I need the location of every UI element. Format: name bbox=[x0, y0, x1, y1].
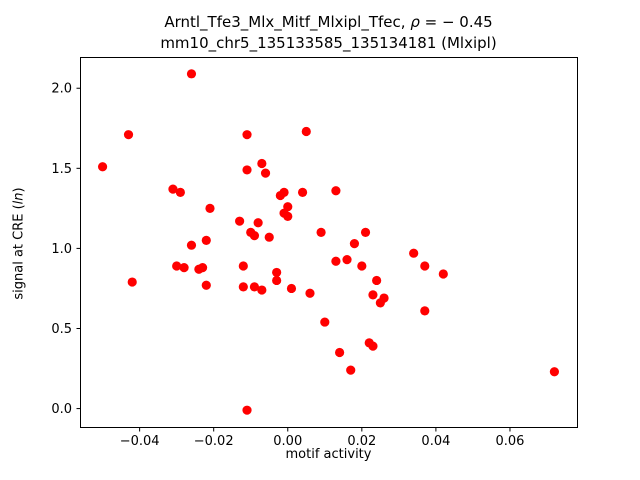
data-point bbox=[257, 285, 267, 295]
data-point bbox=[186, 240, 197, 250]
data-point bbox=[372, 275, 382, 286]
data-point bbox=[342, 255, 352, 265]
x-tick-label: 0.06 bbox=[495, 434, 524, 449]
data-point bbox=[127, 277, 137, 287]
data-point bbox=[549, 367, 560, 377]
data-point bbox=[368, 341, 378, 351]
data-point bbox=[272, 275, 282, 286]
data-point bbox=[264, 232, 274, 242]
data-point bbox=[438, 269, 448, 279]
data-point bbox=[316, 227, 326, 237]
chart-title-corr: = − 0.45 bbox=[419, 13, 493, 31]
data-point bbox=[379, 293, 389, 303]
y-tick-label: 1.0 bbox=[51, 242, 72, 257]
data-point bbox=[297, 187, 308, 197]
data-point bbox=[283, 202, 293, 212]
axes-box bbox=[80, 57, 578, 428]
data-point bbox=[242, 165, 252, 175]
x-tick-label: 0.00 bbox=[273, 434, 302, 449]
data-point bbox=[331, 256, 341, 266]
y-tick-label: 0.5 bbox=[51, 322, 72, 337]
data-point bbox=[360, 227, 371, 237]
chart-subtitle: mm10_chr5_135133585_135134181 (Mlxipl) bbox=[160, 34, 497, 52]
data-point bbox=[186, 69, 197, 79]
data-point bbox=[335, 347, 345, 358]
chart-title-block: Arntl_Tfe3_Mlx_Mitf_Mlxipl_Tfec, ρ = − 0… bbox=[80, 12, 577, 54]
data-point bbox=[320, 317, 330, 327]
chart-title-text: Arntl_Tfe3_Mlx_Mitf_Mlxipl_Tfec, bbox=[164, 13, 411, 31]
y-axis-label: signal at CRE (ln) bbox=[12, 74, 27, 414]
y-tick-label: 0.0 bbox=[51, 402, 72, 417]
data-point bbox=[238, 261, 248, 271]
data-point bbox=[249, 230, 260, 241]
data-point bbox=[197, 263, 208, 273]
data-point bbox=[279, 187, 289, 197]
data-point bbox=[331, 186, 341, 196]
data-point bbox=[238, 282, 248, 292]
y-axis-label-suffix: ) bbox=[11, 187, 27, 193]
data-point bbox=[257, 158, 267, 169]
data-point bbox=[420, 261, 430, 271]
x-tick-label: −0.02 bbox=[194, 434, 234, 449]
data-point bbox=[249, 282, 260, 292]
data-point bbox=[260, 168, 271, 178]
x-axis-label: motif activity bbox=[285, 447, 372, 462]
data-point bbox=[201, 235, 211, 245]
data-point bbox=[253, 218, 263, 228]
data-point bbox=[175, 187, 185, 197]
data-point bbox=[235, 216, 245, 226]
data-point bbox=[349, 239, 360, 249]
y-tick-label: 2.0 bbox=[51, 82, 72, 97]
x-tick-label: −0.04 bbox=[120, 434, 160, 449]
data-point bbox=[172, 261, 182, 271]
x-tick-label: 0.02 bbox=[347, 434, 376, 449]
data-point bbox=[346, 365, 356, 375]
x-tick-label: 0.04 bbox=[421, 434, 450, 449]
chart-title: Arntl_Tfe3_Mlx_Mitf_Mlxipl_Tfec, ρ = − 0… bbox=[80, 12, 577, 33]
data-point bbox=[123, 130, 134, 140]
data-point bbox=[179, 263, 189, 273]
data-point bbox=[97, 162, 108, 172]
y-tick-label: 1.5 bbox=[51, 162, 72, 177]
data-point bbox=[242, 130, 252, 140]
y-axis-label-prefix: signal at CRE ( bbox=[11, 204, 27, 300]
data-point bbox=[357, 261, 367, 271]
data-point bbox=[301, 126, 311, 137]
data-point bbox=[286, 283, 297, 294]
data-point bbox=[242, 405, 252, 415]
data-point bbox=[205, 203, 215, 213]
y-axis-label-ln: ln bbox=[11, 192, 27, 205]
data-point bbox=[409, 248, 419, 258]
chart-title-rho: ρ bbox=[410, 13, 420, 31]
data-point bbox=[368, 290, 378, 300]
data-point bbox=[168, 184, 178, 194]
data-point bbox=[305, 288, 315, 298]
data-point bbox=[283, 211, 293, 221]
data-point bbox=[420, 306, 430, 316]
data-point bbox=[272, 267, 282, 278]
data-point bbox=[201, 280, 211, 290]
